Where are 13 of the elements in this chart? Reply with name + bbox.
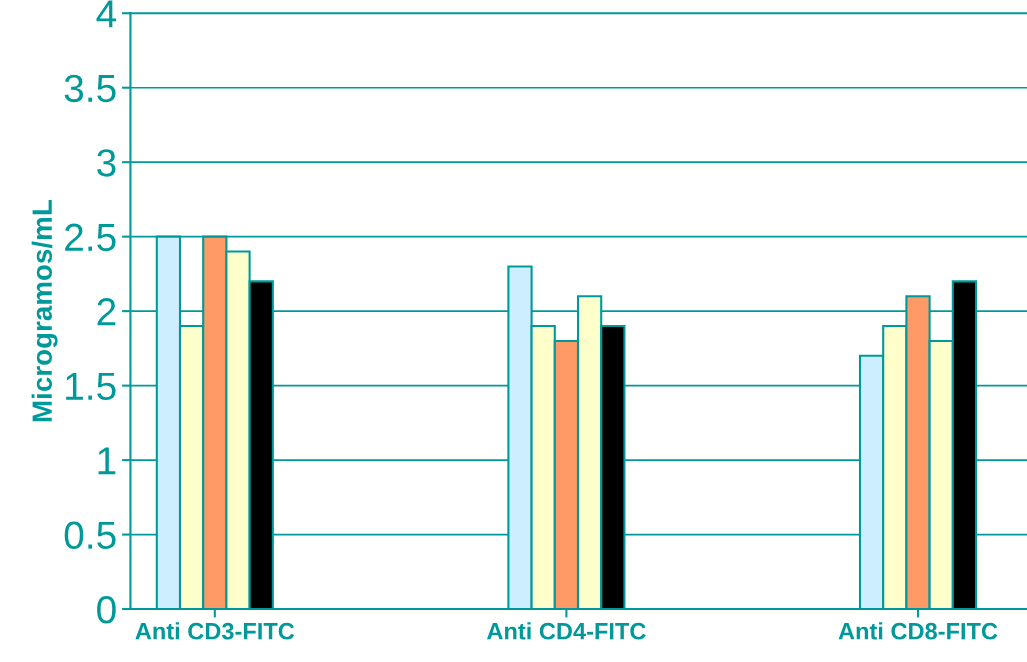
y-tick-label: 1.5 (66, 372, 116, 401)
y-tick-label: 0 (97, 595, 116, 624)
x-tick-label: Anti CD4-FITC (486, 622, 646, 640)
y-tick-label: 4 (96, 0, 117, 28)
y-tick-label: 3.5 (64, 74, 116, 103)
y-tick-label: 0.5 (64, 521, 116, 550)
y-tick-label: 2 (97, 298, 116, 326)
x-tick-label: Anti CD3-FITC (135, 622, 295, 640)
y-tick-label: 3 (97, 149, 116, 177)
x-tick-label: Anti CD8-FITC (838, 622, 998, 640)
y-tick-label: 1 (98, 447, 116, 475)
y-axis-title: Microgramos/mL (31, 200, 58, 422)
y-tick-label: 2.5 (65, 223, 116, 252)
